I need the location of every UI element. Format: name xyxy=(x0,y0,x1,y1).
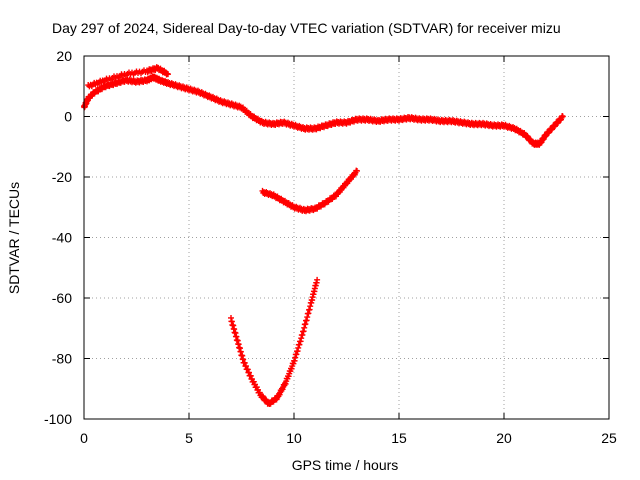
x-axis-label: GPS time / hours xyxy=(292,457,399,473)
chart-title: Day 297 of 2024, Sidereal Day-to-day VTE… xyxy=(52,20,561,36)
y-tick-label: 20 xyxy=(56,48,72,64)
x-tick-label: 5 xyxy=(185,430,193,446)
series-upper-band xyxy=(85,64,171,90)
y-tick-label: -80 xyxy=(52,351,72,367)
data-point xyxy=(165,71,171,78)
data-points xyxy=(81,64,566,408)
series-low-arc xyxy=(228,276,321,408)
series-mid-arc xyxy=(259,167,360,215)
x-tick-label: 20 xyxy=(496,430,512,446)
x-tick-label: 10 xyxy=(286,430,302,446)
axis-ticks: 0 5 10 15 20 25 -100 -80 -60 -40 -20 0 20 xyxy=(44,48,617,446)
series-main-trace xyxy=(81,73,566,148)
y-axis-label: SDTVAR / TECUs xyxy=(6,182,22,294)
x-tick-label: 0 xyxy=(80,430,88,446)
data-point xyxy=(354,167,360,174)
x-tick-label: 25 xyxy=(601,430,617,446)
data-point xyxy=(314,276,321,283)
y-tick-label: -60 xyxy=(52,290,72,306)
x-tick-label: 15 xyxy=(391,430,407,446)
y-tick-label: -100 xyxy=(44,411,72,427)
plot-frame xyxy=(83,55,610,420)
data-point xyxy=(559,113,566,120)
y-tick-label: 0 xyxy=(64,109,72,125)
y-tick-label: -20 xyxy=(52,169,72,185)
grid-lines xyxy=(84,56,609,419)
y-tick-label: -40 xyxy=(52,230,72,246)
